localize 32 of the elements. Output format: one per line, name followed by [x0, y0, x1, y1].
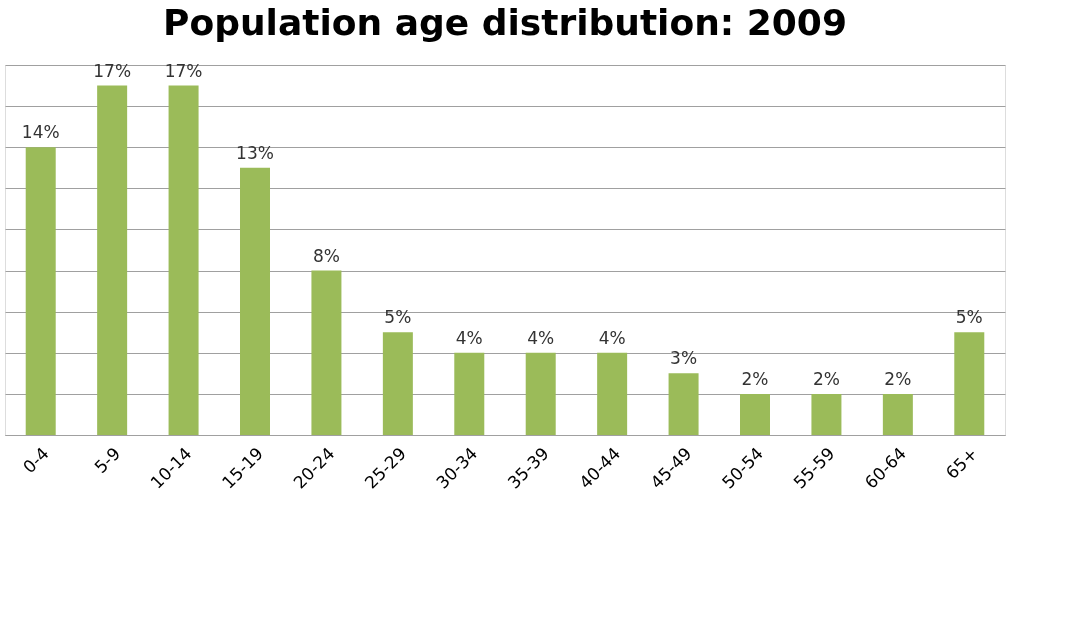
data-label: 14% [21, 122, 60, 143]
bar [25, 147, 56, 435]
bar [740, 393, 770, 435]
data-label: 4% [527, 327, 555, 348]
data-label: 8% [312, 245, 340, 266]
chart-title: Population age distribution: 2009 [163, 1, 847, 43]
data-label: 4% [598, 327, 626, 348]
bar [382, 332, 413, 435]
bar [811, 393, 842, 435]
bar [311, 270, 342, 435]
data-label: 17% [93, 60, 132, 81]
bar [454, 352, 485, 435]
data-label: 5% [955, 307, 983, 328]
bar [668, 373, 699, 435]
data-label: 17% [164, 60, 203, 81]
bar [525, 352, 556, 435]
data-label: 2% [884, 368, 912, 389]
bar [882, 393, 913, 435]
bar [954, 332, 985, 435]
bar [240, 167, 270, 435]
x-tick-label: 0-4 [18, 443, 53, 478]
data-label: 3% [670, 348, 698, 369]
x-tick-label: 5-9 [90, 443, 125, 478]
data-label: 5% [384, 307, 412, 328]
data-label: 2% [741, 368, 769, 389]
bar [168, 85, 199, 435]
data-label: 2% [812, 368, 840, 389]
x-tick-label: 65+ [941, 443, 982, 483]
bar [597, 352, 628, 435]
data-label: 4% [455, 327, 483, 348]
bar [97, 85, 128, 435]
data-label: 13% [236, 142, 274, 163]
